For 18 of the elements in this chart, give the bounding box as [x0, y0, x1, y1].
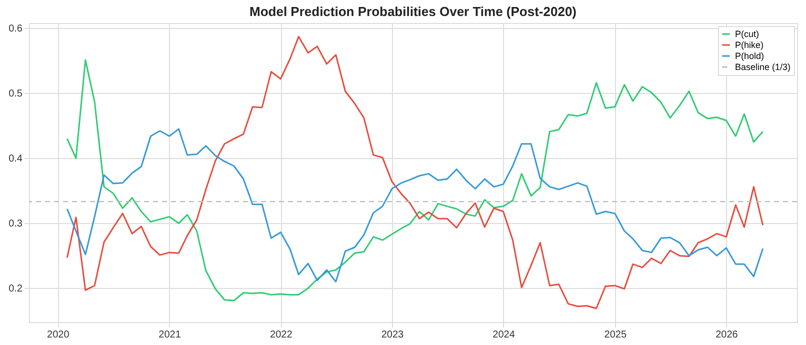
legend-label: Baseline (1/3): [735, 62, 791, 72]
y-tick-label: 0.2: [8, 284, 23, 295]
line-series: [66, 128, 764, 282]
x-tick-label: 2023: [381, 330, 404, 340]
legend-label: P(hold): [735, 51, 764, 61]
chart-title: Model Prediction Probabilities Over Time (Post-2020): [249, 4, 577, 19]
y-tick-label: 0.3: [8, 218, 23, 230]
x-tick-label: 2025: [604, 330, 627, 340]
x-tick-label: 2022: [270, 330, 293, 340]
y-tick-label: 0.5: [8, 88, 23, 100]
legend-label: P(hike): [735, 40, 764, 50]
y-tick-label: 0.4: [8, 154, 23, 165]
y-tick-label: 0.6: [8, 24, 23, 35]
x-tick-label: 2021: [158, 330, 182, 340]
x-tick-label: 2024: [492, 330, 516, 340]
x-tick-label: 2026: [716, 330, 738, 340]
x-tick-label: 2020: [47, 330, 70, 340]
legend-label: P(cut): [735, 29, 760, 39]
